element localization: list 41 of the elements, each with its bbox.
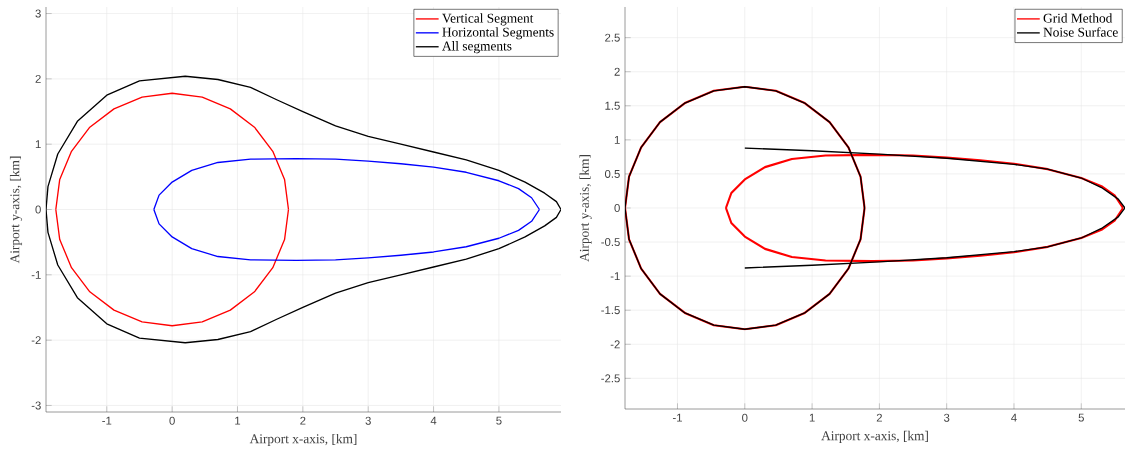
x-tick-label: -1	[102, 416, 112, 425]
legend-label: Noise Surface	[1043, 26, 1118, 37]
x-tick-label: 4	[1011, 413, 1017, 422]
y-tick-label: 0.5	[604, 169, 620, 178]
y-tick-label: -1	[610, 272, 620, 280]
y-tick-label: -0.5	[601, 237, 620, 246]
x-tick-label: 2	[876, 413, 882, 422]
x-tick-label: 3	[943, 413, 950, 422]
x-axis-title: Airport x-axis, [km]	[821, 430, 928, 443]
y-tick-label: -2	[610, 340, 620, 349]
x-tick-label: -1	[672, 413, 682, 422]
y-tick-label: 0	[614, 203, 620, 212]
x-tick-label: 1	[235, 416, 241, 425]
y-tick-label: 1	[614, 135, 620, 144]
y-tick-label: -2.5	[601, 374, 620, 383]
y-tick-label: 1.5	[605, 101, 620, 110]
x-tick-label: 3	[365, 416, 371, 425]
x-tick-label: 5	[1078, 413, 1084, 422]
legend-label: All segments	[442, 40, 512, 54]
legend-label: Grid Method	[1043, 13, 1113, 23]
y-tick-label: 2	[35, 74, 41, 83]
y-tick-label: 2.5	[605, 33, 620, 42]
x-tick-label: 2	[300, 416, 306, 425]
y-tick-label: 1	[35, 140, 41, 148]
legend-label: Vertical Segment	[442, 13, 534, 26]
x-axis-title: Airport x-axis, [km]	[249, 433, 357, 446]
y-tick-label: -1	[31, 270, 41, 279]
legend-label: Horizontal Segments	[442, 27, 554, 40]
x-tick-label: 0	[169, 416, 175, 425]
x-tick-label: 4	[430, 416, 437, 425]
x-tick-label: 5	[496, 416, 502, 425]
y-axis-title: Airport y-axis, [km]	[579, 154, 592, 262]
y-tick-label: 2	[614, 67, 620, 76]
y-tick-label: -3	[31, 401, 41, 410]
y-axis-title: Airport y-axis, [km]	[9, 156, 23, 264]
x-tick-label: 1	[809, 413, 815, 422]
y-tick-label: -1.5	[601, 306, 620, 314]
y-tick-label: 3	[35, 9, 41, 18]
x-tick-label: 0	[742, 413, 748, 422]
y-tick-label: 0	[35, 205, 41, 214]
y-tick-label: -2	[31, 335, 41, 344]
